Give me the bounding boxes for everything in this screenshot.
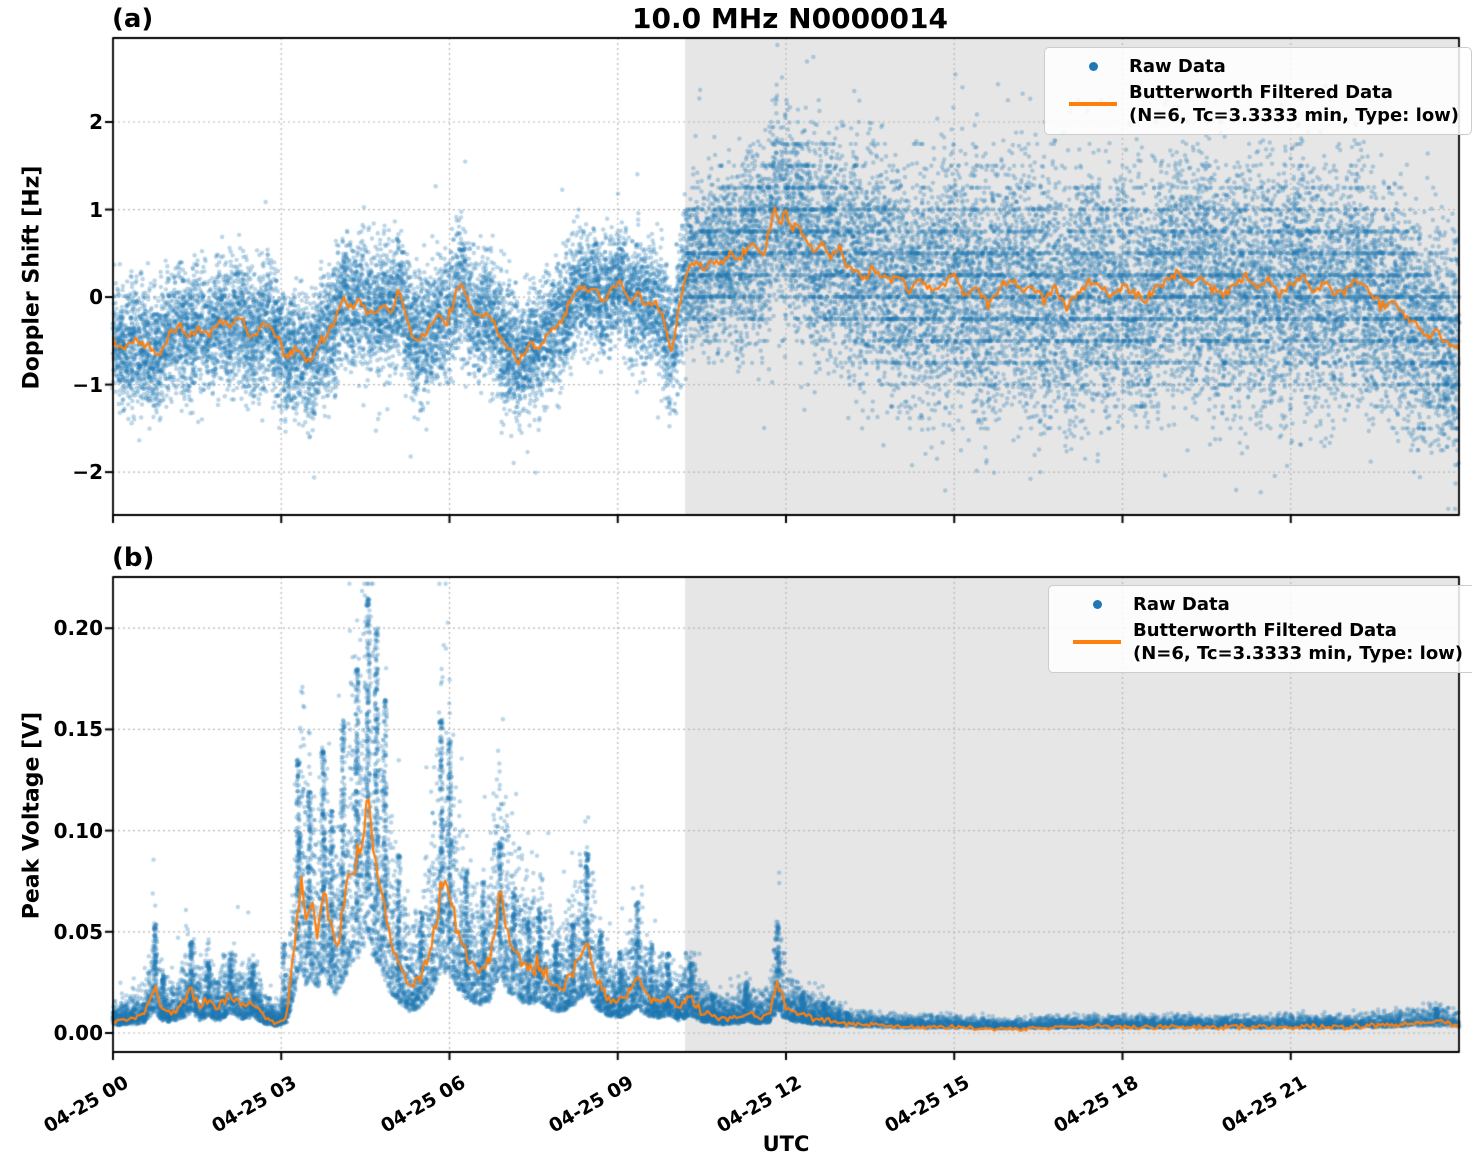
legend-entry-filtered: Butterworth Filtered Data (N=6, Tc=3.333…	[1061, 619, 1463, 665]
legend-raw-label: Raw Data	[1133, 594, 1230, 615]
y-tick-label: 0.10	[53, 818, 103, 843]
y-axis-label-a: Doppler Shift [Hz]	[19, 165, 45, 390]
y-tick-label: −2	[72, 460, 103, 485]
x-axis-label: UTC	[762, 1132, 810, 1156]
y-tick-label: 2	[89, 110, 103, 135]
y-tick-label: 0.15	[53, 717, 103, 742]
filtered-line-marker-icon	[1069, 102, 1117, 107]
legend-entry-raw: Raw Data	[1057, 55, 1459, 78]
filtered-line-marker-icon	[1073, 640, 1121, 645]
panel-tag-a: (a)	[112, 4, 154, 34]
raw-data-marker-icon	[1092, 600, 1102, 610]
legend-entry-raw: Raw Data	[1061, 593, 1463, 616]
legend-filtered-label: Butterworth Filtered Data	[1133, 620, 1397, 642]
legend-b: Raw Data Butterworth Filtered Data (N=6,…	[1048, 585, 1472, 674]
y-axis-label-b: Peak Voltage [V]	[19, 711, 45, 920]
y-tick-label: −1	[72, 372, 103, 397]
legend-filtered-sublabel: (N=6, Tc=3.3333 min, Type: low)	[1133, 643, 1464, 665]
panel-tag-b: (b)	[112, 543, 155, 573]
legend-filtered-label: Butterworth Filtered Data	[1129, 82, 1393, 104]
chart-title: 10.0 MHz N0000014	[632, 2, 948, 35]
legend-entry-filtered: Butterworth Filtered Data (N=6, Tc=3.333…	[1057, 81, 1459, 127]
legend-filtered-sublabel: (N=6, Tc=3.3333 min, Type: low)	[1129, 105, 1460, 127]
y-tick-label: 0.05	[53, 919, 103, 944]
y-tick-label: 0	[89, 285, 103, 310]
y-tick-label: 0.00	[53, 1020, 103, 1045]
y-tick-label: 0.20	[53, 616, 103, 641]
raw-data-marker-icon	[1088, 62, 1098, 72]
y-tick-label: 1	[89, 197, 103, 222]
legend-a: Raw Data Butterworth Filtered Data (N=6,…	[1044, 47, 1472, 136]
legend-raw-label: Raw Data	[1129, 56, 1226, 77]
